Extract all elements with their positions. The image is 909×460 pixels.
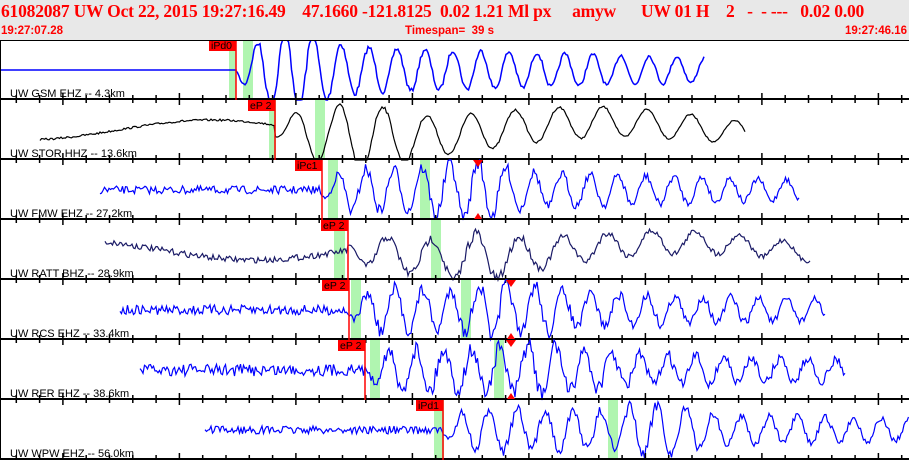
trace-label: UW STOR HHZ -- 13.6km [10,148,137,160]
trace-label: UW FMW EHZ -- 27.2km [10,208,132,220]
pick-label-box[interactable] [322,280,349,291]
amplitude-marker-top [506,280,516,287]
pick-label-box[interactable] [295,160,322,171]
s-window-band [370,340,380,400]
pick-label: iPc1 [297,160,318,172]
s-window-band [243,40,253,100]
pick-label: iPd1 [418,400,439,412]
waveform-trace [99,159,800,221]
pick-label: eP 2 [324,280,346,292]
end-time: 19:27:46.16 [844,25,907,37]
trace-label: UW GSM EHZ -- 4.3km [10,88,125,100]
pick-label-box[interactable] [209,40,236,51]
s-window-band [461,280,471,340]
s-window-band [431,220,441,280]
waveform-trace [0,40,705,101]
pick-label: eP 2 [250,100,272,112]
pick-label: eP 2 [340,340,362,352]
waveform-trace [39,103,746,161]
pick-label-box[interactable] [321,220,348,231]
waveform-trace [104,227,811,283]
start-time: 19:27:07.28 [1,25,64,37]
amplitude-marker-top [506,340,516,347]
s-window-band [315,100,325,160]
pick-label-box[interactable] [248,100,275,111]
pick-label-box[interactable] [416,400,443,411]
s-window-band [269,100,276,160]
pick-label-box[interactable] [338,340,365,351]
trace-label: UW RCS EHZ -- 33.4km [10,328,129,340]
s-window-band [608,400,618,460]
waveform-trace [139,337,846,401]
waveform-trace [119,279,826,342]
event-summary: 61082087 UW Oct 22, 2015 19:27:16.49 47.… [1,1,865,21]
amplitude-marker-bottom [474,213,482,219]
amplitude-marker-bottom [507,333,515,339]
trace-label: UW WPW EHZ -- 56.0km [10,448,134,460]
s-window-band [328,160,338,220]
s-window-band [494,340,504,400]
pick-label: eP 2 [323,220,345,232]
waveform-trace [204,399,909,459]
s-window-band [420,160,430,220]
trace-label: UW RER EHZ -- 38.6km [10,388,129,400]
timespan: Timespan= 39 s [405,25,494,37]
seismogram-panel[interactable]: iPd0 UW GSM EHZ -- 4.3km eP 2 UW STOR HHZ -… [0,40,909,460]
s-window-band [434,400,444,460]
amplitude-marker-bottom [507,393,515,399]
pick-label: iPd0 [211,40,232,52]
header-bar: 61082087 UW Oct 22, 2015 19:27:16.49 47.… [0,0,909,40]
trace-label: UW RATT BHZ -- 28.9km [10,268,134,280]
s-window-band [351,280,361,340]
amplitude-marker-top [473,160,483,167]
